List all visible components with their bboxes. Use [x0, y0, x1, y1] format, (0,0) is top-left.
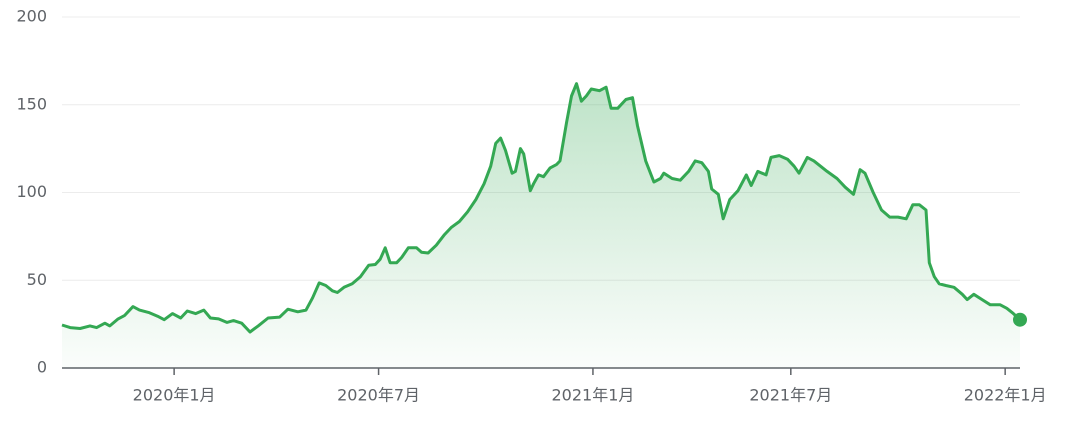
end-point [1013, 312, 1027, 327]
y-tick-label: 50 [27, 270, 47, 289]
x-tick-label: 2020年7月 [337, 386, 420, 405]
x-tick-label: 2021年7月 [749, 386, 832, 405]
x-tick-label: 2021年1月 [551, 386, 634, 405]
y-tick-label: 100 [16, 182, 47, 201]
y-tick-label: 150 [16, 94, 47, 113]
line [61, 82, 1022, 334]
x-tick-label: 2020年1月 [133, 386, 216, 405]
y-tick-label: 0 [37, 358, 47, 377]
area [62, 83, 1020, 368]
x-tick-label: 2022年1月 [964, 386, 1047, 405]
y-tick-label: 200 [16, 7, 47, 26]
